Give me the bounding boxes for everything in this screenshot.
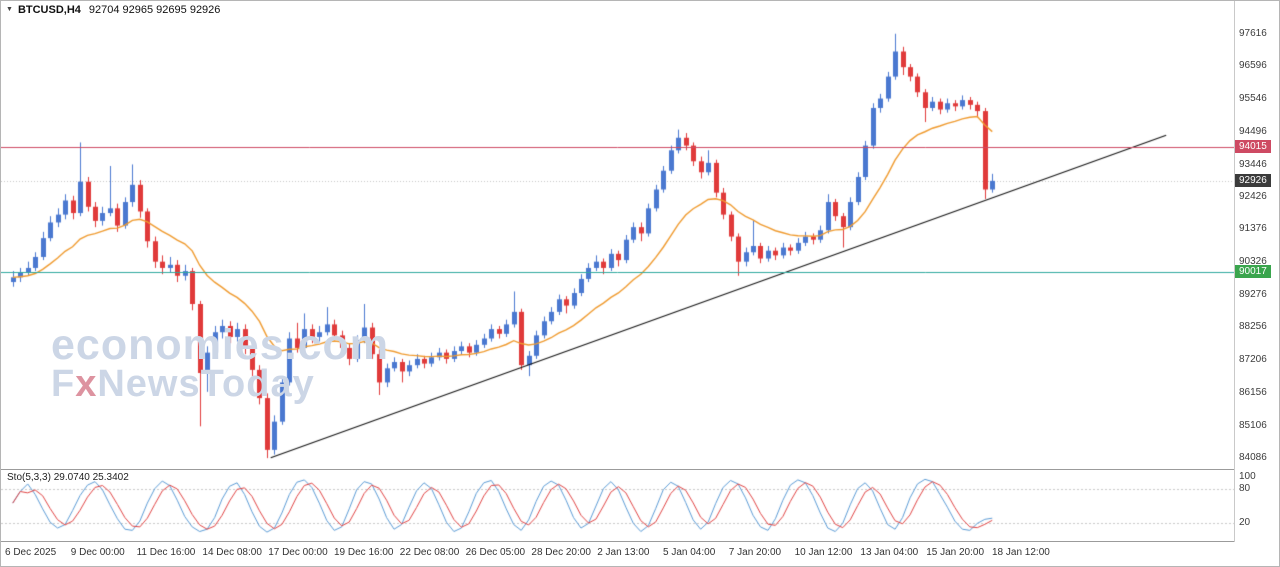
watermark-newstoday: NewsToday: [97, 363, 315, 405]
symbol-timeframe-label: BTCUSD,H4: [17, 4, 81, 16]
price-tick-label: 92426: [1239, 190, 1267, 202]
price-tick-label: 93446: [1239, 158, 1267, 170]
time-tick-label: 9 Dec 00:00: [70, 547, 125, 558]
time-tick-label: 14 Dec 08:00: [202, 547, 262, 558]
watermark-fxnewstoday: FxNewsToday: [51, 363, 315, 406]
stochastic-canvas[interactable]: [1, 471, 1234, 541]
time-tick-label: 19 Dec 16:00: [334, 547, 394, 558]
stochastic-label: Sto(5,3,3) 29.0740 25.3402: [7, 472, 129, 483]
price-tick-label: 90326: [1239, 256, 1267, 268]
price-tick-label: 94496: [1239, 125, 1267, 137]
watermark-economies: economies.com: [51, 321, 389, 369]
price-tick-label: 88256: [1239, 321, 1267, 333]
panel-separator-top[interactable]: [1, 469, 1279, 470]
resistance-price-tag: 94015: [1235, 139, 1271, 153]
time-tick-label: 17 Dec 00:00: [268, 547, 328, 558]
stoch-level-label: 20: [1239, 517, 1251, 529]
watermark-x-logo-icon: x: [75, 363, 98, 405]
chart-header: ▼ BTCUSD,H4 92704 92965 92695 92926: [6, 4, 220, 16]
price-tick-label: 89276: [1239, 289, 1267, 301]
time-tick-label: 28 Dec 20:00: [531, 547, 591, 558]
time-tick-label: 22 Dec 08:00: [399, 547, 460, 558]
time-axis[interactable]: 6 Dec 2025 9 Dec 00:00 11 Dec 16:00 14 Dec …: [1, 543, 1234, 566]
time-tick-label: 26 Dec 05:00: [465, 547, 526, 558]
stoch-level-label: 100: [1239, 471, 1256, 482]
time-tick-label: 13 Jan 04:00: [860, 547, 919, 558]
price-axis-border: [1234, 1, 1235, 542]
panel-separator-bottom[interactable]: [1, 541, 1279, 542]
price-tick-label: 91376: [1239, 223, 1267, 235]
price-tick-label: 87206: [1239, 354, 1267, 366]
symbol-dropdown-icon[interactable]: ▼: [6, 6, 13, 13]
time-tick-label: 2 Jan 13:00: [597, 547, 650, 558]
watermark-f: F: [51, 363, 76, 405]
support-price-tag: 90017: [1235, 265, 1271, 279]
time-tick-label: 7 Jan 20:00: [728, 547, 782, 558]
price-tick-label: 85106: [1239, 420, 1267, 432]
time-tick-label: 10 Jan 12:00: [794, 547, 853, 558]
price-axis[interactable]: 97616 96596 95546 94496 93446 92426 91376 90326…: [1235, 1, 1279, 542]
price-tick-label: 86156: [1239, 387, 1267, 399]
time-tick-label: 11 Dec 16:00: [136, 547, 196, 558]
ohlc-quote: 92704 92965 92695 92926: [88, 4, 221, 16]
price-tick-label: 96596: [1239, 59, 1267, 71]
time-tick-label: 15 Jan 20:00: [926, 547, 985, 558]
price-tick-label: 95546: [1239, 92, 1267, 104]
price-tick-label: 97616: [1239, 27, 1267, 39]
time-tick-label: 6 Dec 2025: [5, 547, 57, 558]
price-tick-label: 84086: [1239, 452, 1267, 464]
current-price-tag: 92926: [1235, 173, 1271, 187]
price-chart-canvas[interactable]: [1, 1, 1234, 469]
time-tick-label: 18 Jan 12:00: [992, 547, 1050, 558]
stoch-level-label: 80: [1239, 482, 1251, 494]
time-tick-label: 5 Jan 04:00: [663, 547, 716, 558]
